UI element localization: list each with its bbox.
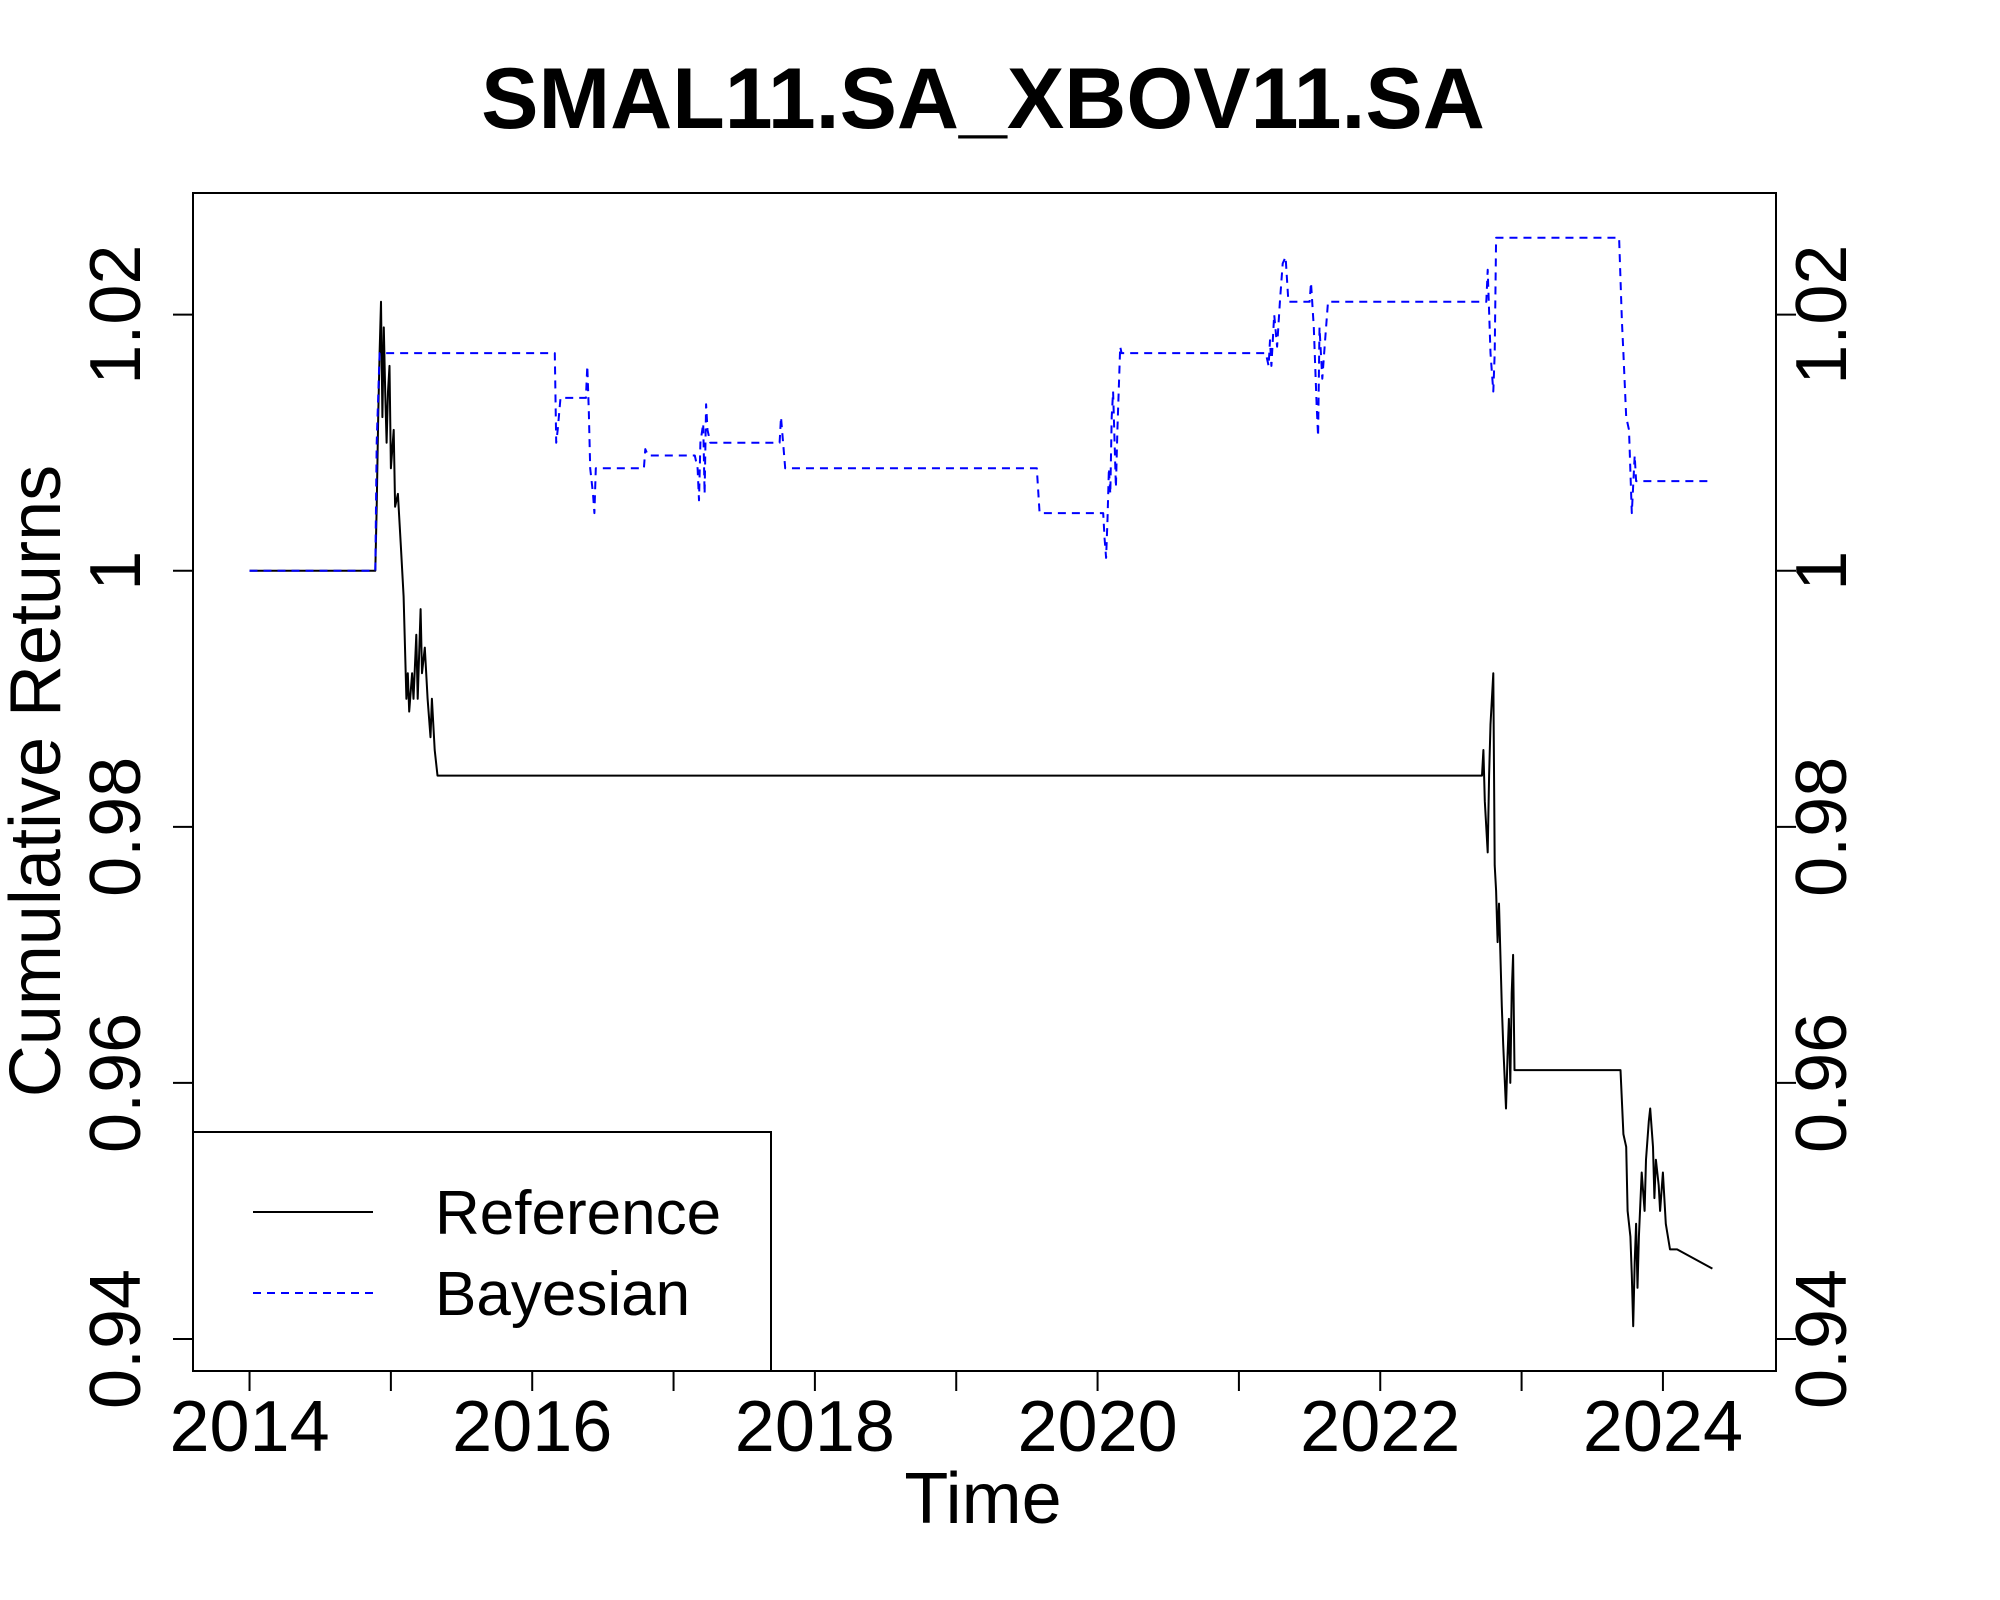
y-tick-label-right-1: 1: [1782, 551, 1862, 591]
y-tick-label-right-0-98: 0.98: [1782, 757, 1862, 897]
series-line-reference: [249, 300, 1713, 1328]
legend-box: [192, 1131, 772, 1372]
x-tick-label-2020: 2020: [1017, 1387, 1177, 1467]
y-tick-label-right-0-96: 0.96: [1782, 1013, 1862, 1153]
x-tick-label-2022: 2022: [1300, 1387, 1460, 1467]
y-tick-label-left-1: 1: [76, 551, 156, 591]
plot-frame: [192, 192, 1777, 1372]
y-tick-label-left-0-96: 0.96: [76, 1013, 156, 1153]
x-axis-label: Time: [904, 1459, 1061, 1539]
y-axis-left: 0.94 0.96 0.98 1 1.02: [76, 245, 193, 1409]
x-axis: 2014 2016 2018 2020 2022 2024: [169, 1371, 1743, 1467]
x-tick-label-2016: 2016: [452, 1387, 612, 1467]
x-tick-label-2018: 2018: [735, 1387, 895, 1467]
y-tick-label-right-0-94: 0.94: [1782, 1269, 1862, 1409]
x-tick-label-2024: 2024: [1583, 1387, 1743, 1467]
legend-label-bayesian: Bayesian: [435, 1260, 690, 1329]
y-tick-label-right-1-02: 1.02: [1782, 245, 1862, 385]
y-axis-label: Cumulative Returns: [0, 465, 76, 1097]
y-axis-right: 0.94 0.96 0.98 1 1.02: [1776, 245, 1862, 1409]
legend-label-reference: Reference: [435, 1179, 721, 1248]
y-tick-label-left-1-02: 1.02: [76, 245, 156, 385]
legend: Reference Bayesian: [192, 1131, 772, 1372]
y-tick-label-left-0-94: 0.94: [76, 1269, 156, 1409]
series-line-bayesian: [249, 236, 1713, 572]
chart-title: SMAL11.SA_XBOV11.SA: [481, 51, 1485, 147]
x-tick-label-2014: 2014: [169, 1387, 329, 1467]
y-tick-label-left-0-98: 0.98: [76, 757, 156, 897]
series-layer: [249, 236, 1713, 1328]
